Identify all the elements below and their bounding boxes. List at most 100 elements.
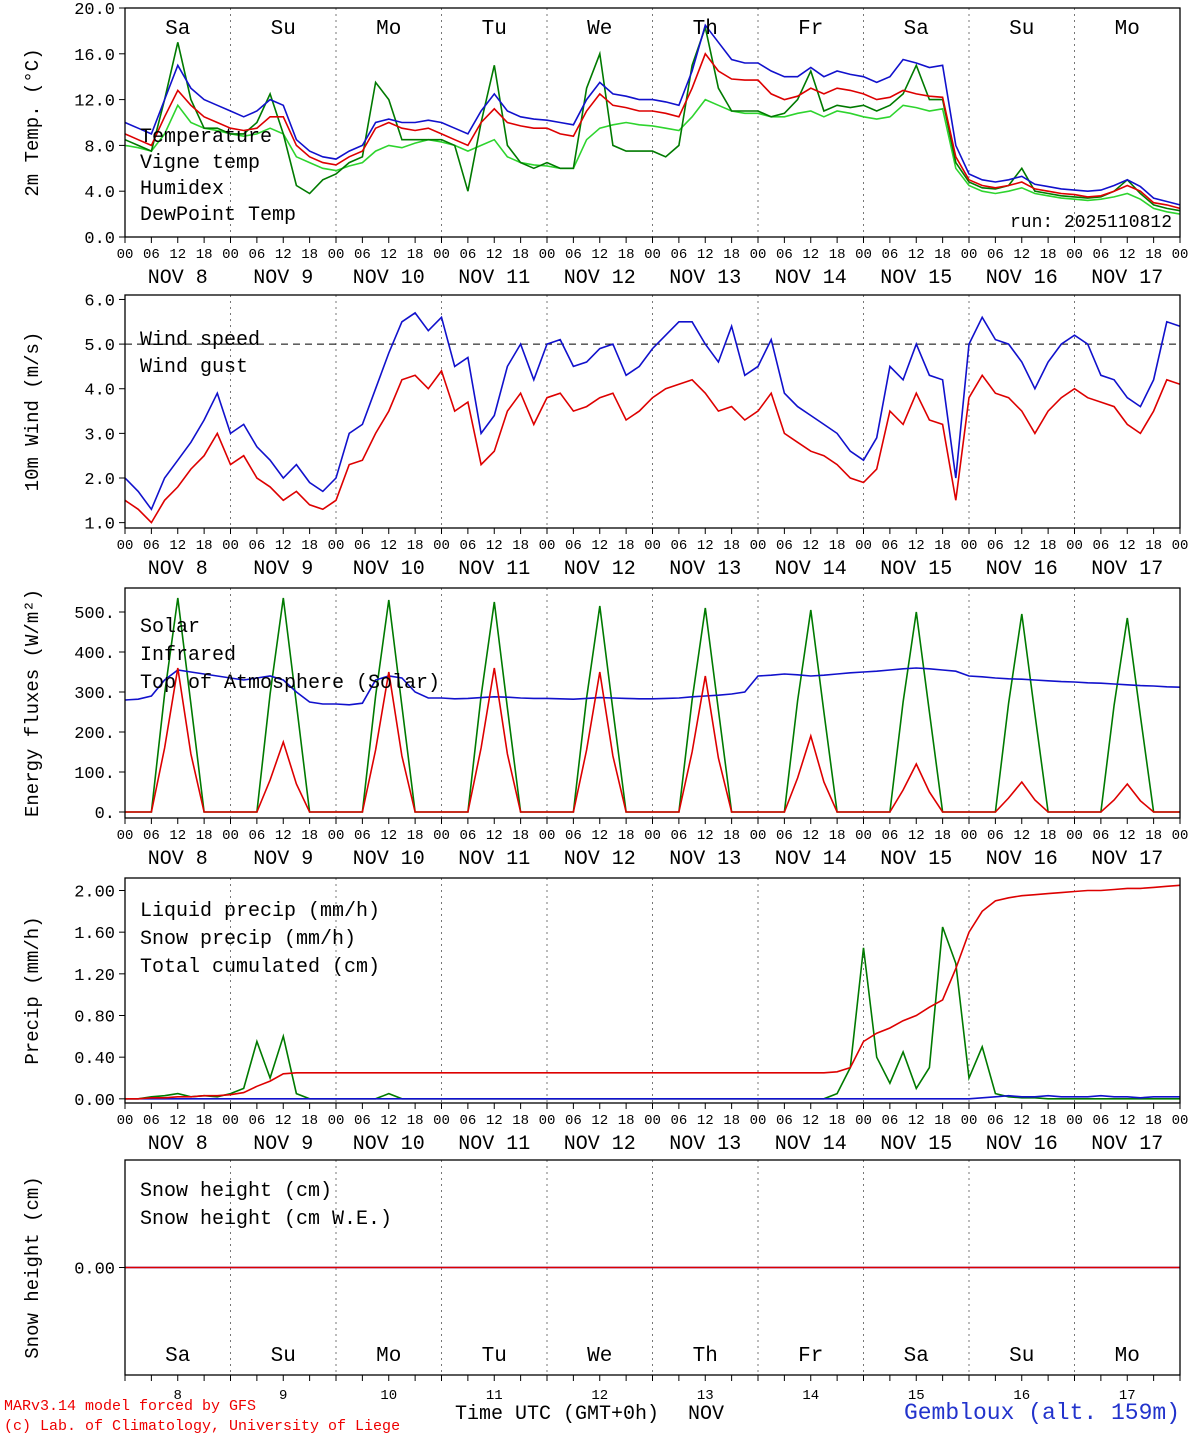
hour-label: 18 <box>829 828 846 844</box>
hour-label: 18 <box>196 828 213 844</box>
hour-label: 06 <box>1092 828 1109 844</box>
day-name-label: Mo <box>376 18 401 41</box>
y-tick-label: 2.0 <box>84 471 115 490</box>
date-label: NOV 12 <box>564 1133 636 1156</box>
model-credit-line: MARv3.14 model forced by GFS <box>4 1398 257 1415</box>
legend-label: Top of Atmosphere (Solar) <box>140 672 440 695</box>
date-label: NOV 11 <box>458 558 530 581</box>
hour-label: 00 <box>222 538 239 554</box>
day-name-label: Su <box>1009 18 1034 41</box>
date-label: NOV 12 <box>564 558 636 581</box>
hour-label: 06 <box>354 247 371 263</box>
hour-label: 12 <box>275 538 292 554</box>
hour-label: 06 <box>1092 538 1109 554</box>
hour-label: 12 <box>275 247 292 263</box>
hour-label: 00 <box>750 247 767 263</box>
y-axis-title: 2m Temp. (°C) <box>22 48 44 196</box>
day-number-label: 16 <box>1013 1388 1030 1404</box>
y-tick-label: 300. <box>74 685 115 704</box>
hour-label: 12 <box>486 538 503 554</box>
date-label: NOV 10 <box>353 848 425 871</box>
hour-label: 12 <box>1013 828 1030 844</box>
hour-label: 12 <box>697 1113 714 1129</box>
hour-label: 00 <box>855 247 872 263</box>
hour-label: 18 <box>407 1113 424 1129</box>
hour-label: 18 <box>301 538 318 554</box>
hour-label: 00 <box>539 538 556 554</box>
day-name-label: Sa <box>904 1345 929 1368</box>
hour-label: 18 <box>934 828 951 844</box>
date-label: NOV 14 <box>775 1133 847 1156</box>
hour-label: 00 <box>644 1113 661 1129</box>
hour-label: 18 <box>618 1113 635 1129</box>
hour-label: 00 <box>117 1113 134 1129</box>
hour-label: 06 <box>354 1113 371 1129</box>
hour-label: 18 <box>407 828 424 844</box>
hour-label: 18 <box>1040 247 1057 263</box>
date-label: NOV 12 <box>564 267 636 290</box>
y-tick-label: 20.0 <box>74 1 115 20</box>
hour-label: 00 <box>539 1113 556 1129</box>
hour-label: 12 <box>1013 247 1030 263</box>
day-name-label: We <box>587 1345 612 1368</box>
date-label: NOV 14 <box>775 267 847 290</box>
date-label: NOV 13 <box>669 1133 741 1156</box>
hour-label: 00 <box>750 1113 767 1129</box>
hour-label: 06 <box>565 247 582 263</box>
hour-label: 00 <box>539 828 556 844</box>
hour-label: 00 <box>1172 247 1189 263</box>
hour-label: 12 <box>1119 828 1136 844</box>
hour-label: 06 <box>143 828 160 844</box>
hour-label: 00 <box>644 247 661 263</box>
hour-label: 00 <box>961 247 978 263</box>
day-name-label: Tu <box>482 18 507 41</box>
hour-label: 18 <box>1145 538 1162 554</box>
day-name-label: Su <box>1009 1345 1034 1368</box>
hour-label: 18 <box>301 1113 318 1129</box>
date-label: NOV 16 <box>986 267 1058 290</box>
hour-label: 18 <box>618 247 635 263</box>
y-tick-label: 4.0 <box>84 184 115 203</box>
hour-label: 12 <box>275 1113 292 1129</box>
date-label: NOV 10 <box>353 558 425 581</box>
day-name-label: Sa <box>165 18 190 41</box>
hour-label: 06 <box>143 247 160 263</box>
series-wind-gust <box>124 311 1181 511</box>
hour-label: 12 <box>1013 1113 1030 1129</box>
series-wind-speed <box>124 369 1181 524</box>
y-tick-label: 1.60 <box>74 925 115 944</box>
y-axis-title: 10m Wind (m/s) <box>22 332 44 492</box>
date-label: NOV 8 <box>148 558 208 581</box>
series-solar <box>125 667 1180 813</box>
hour-label: 12 <box>1119 247 1136 263</box>
date-label: NOV 17 <box>1091 558 1163 581</box>
date-label: NOV 17 <box>1091 1133 1163 1156</box>
hour-label: 06 <box>143 538 160 554</box>
hour-label: 06 <box>1092 1113 1109 1129</box>
hour-label: 00 <box>644 538 661 554</box>
day-number-label: 10 <box>380 1388 397 1404</box>
legend-label: Liquid precip (mm/h) <box>140 900 380 923</box>
hour-label: 06 <box>1092 247 1109 263</box>
day-name-label: Tu <box>482 1345 507 1368</box>
day-name-label: Fr <box>798 1345 823 1368</box>
day-name-label: Mo <box>1115 1345 1140 1368</box>
hour-label: 18 <box>618 538 635 554</box>
hour-label: 12 <box>380 538 397 554</box>
y-tick-label: 6.0 <box>84 292 115 311</box>
day-name-label: We <box>587 18 612 41</box>
hour-label: 00 <box>433 247 450 263</box>
y-tick-label: 16.0 <box>74 47 115 66</box>
run-annotation: run: 2025110812 <box>1010 213 1172 233</box>
y-tick-label: 1.20 <box>74 967 115 986</box>
hour-label: 06 <box>776 828 793 844</box>
hour-label: 06 <box>987 1113 1004 1129</box>
hour-label: 00 <box>328 1113 345 1129</box>
legend-label: Infrared <box>140 644 236 667</box>
hour-label: 00 <box>1066 247 1083 263</box>
legend-label: Solar <box>140 616 200 639</box>
hour-label: 12 <box>486 247 503 263</box>
hour-label: 12 <box>486 1113 503 1129</box>
hour-label: 12 <box>697 538 714 554</box>
day-number-label: 8 <box>174 1388 182 1404</box>
